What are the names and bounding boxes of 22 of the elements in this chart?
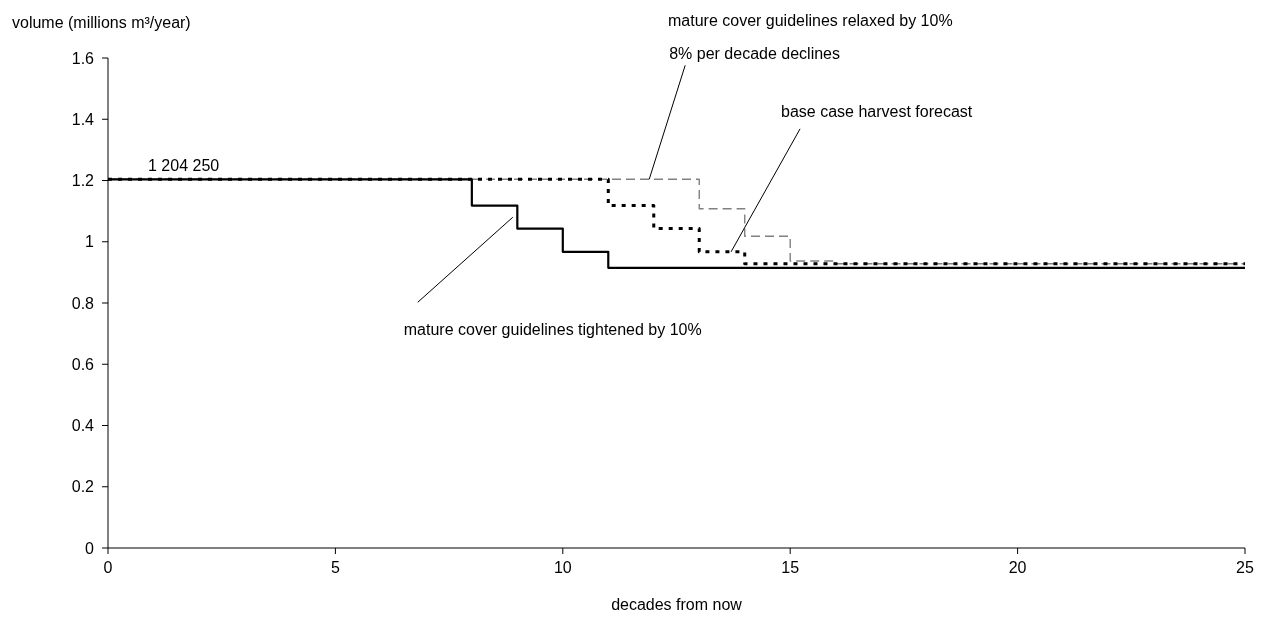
y-tick-label: 0.4 — [71, 417, 95, 435]
annotation: base case harvest forecast — [781, 102, 973, 120]
y-tick-label: 0.2 — [71, 478, 95, 496]
x-tick-label: 15 — [781, 559, 800, 577]
y-tick-label: 0.8 — [71, 294, 95, 312]
annotation: mature cover guidelines tightened by 10% — [403, 321, 702, 339]
x-tick-label: 25 — [1236, 559, 1254, 577]
annotation: 8% per decade declines — [669, 45, 840, 63]
y-tick-label: 1.4 — [71, 110, 95, 128]
x-tick-label: 5 — [330, 559, 340, 577]
text: mature cover guidelines relaxed by 10% — [668, 12, 953, 29]
y-tick-label: 1.6 — [71, 49, 95, 67]
y-tick-label: 1.2 — [71, 172, 95, 190]
x-tick-label: 10 — [553, 559, 572, 577]
annotation: 1 204 250 — [148, 157, 220, 175]
y-axis-title: volume (millions m³/year) — [12, 14, 191, 31]
x-tick-label: 0 — [103, 559, 113, 577]
y-tick-label: 0.6 — [71, 355, 95, 373]
x-axis-title: decades from now — [611, 596, 743, 613]
y-tick-label: 0 — [85, 539, 95, 557]
y-tick-label: 1 — [85, 233, 95, 251]
x-tick-label: 20 — [1008, 559, 1027, 577]
